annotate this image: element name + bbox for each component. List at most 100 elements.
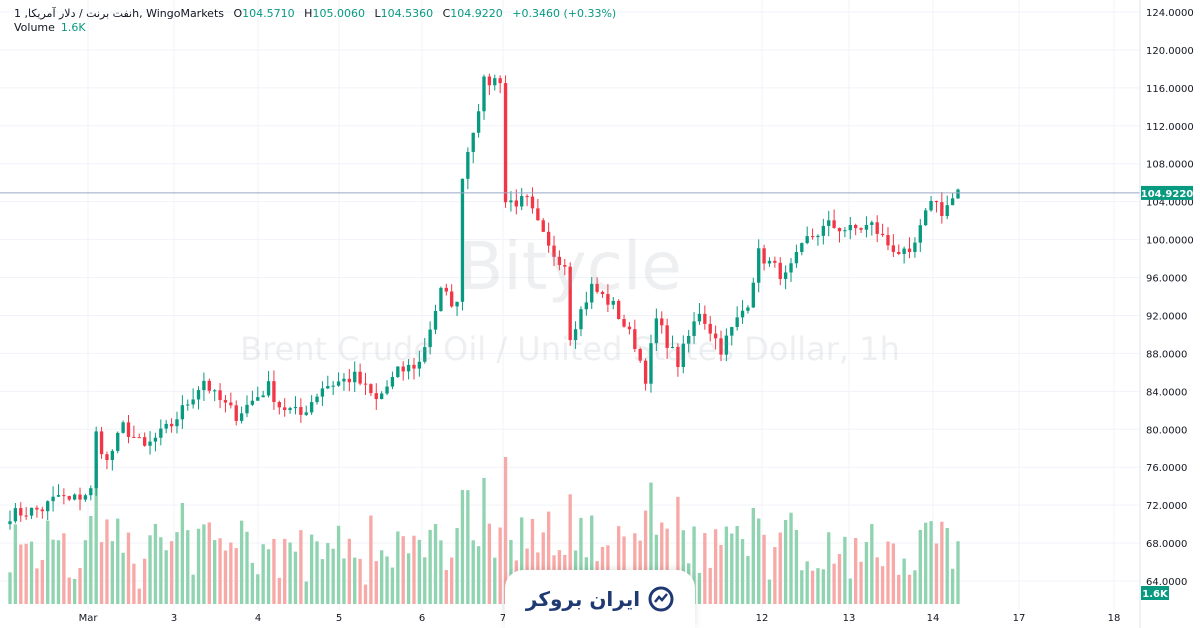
volume-bar: [757, 518, 761, 604]
volume-bar: [805, 561, 809, 604]
volume-bar: [697, 572, 702, 604]
volume-bar: [751, 507, 755, 604]
candle-body: [132, 436, 136, 438]
candle-body: [595, 283, 599, 292]
volume-value: 1.6K: [60, 21, 86, 34]
candle-body: [778, 262, 782, 279]
volume-bar: [816, 568, 820, 604]
candle-body: [832, 220, 836, 228]
candle-body: [525, 196, 529, 198]
volume-bar: [450, 557, 454, 604]
volume-bar: [29, 541, 34, 604]
price-axis[interactable]: 124.0000 120.0000 116.0000 112.0000 108.0000…: [1146, 8, 1194, 588]
volume-bar: [428, 529, 432, 604]
candle-body: [493, 78, 497, 86]
candle-body: [676, 346, 680, 368]
candle-body: [40, 509, 44, 512]
volume-bar: [654, 534, 659, 604]
volume-bar: [940, 521, 944, 604]
candle-body: [509, 200, 513, 203]
price-tick-label: 124.0000: [1146, 8, 1194, 19]
candle-body: [514, 200, 518, 207]
candle-body: [816, 235, 820, 238]
candle-body: [444, 287, 448, 292]
candle-body: [358, 371, 362, 384]
volume-bar: [740, 539, 745, 604]
symbol-title[interactable]: نفت برنت / دلار آمریکا, 1h, WingoMarkets: [14, 7, 224, 20]
volume-bar: [169, 541, 174, 604]
price-tick-label: 80.0000: [1146, 425, 1187, 436]
volume-bar: [870, 524, 874, 604]
time-tick-label: 5: [336, 613, 342, 624]
candle-body: [363, 383, 368, 385]
volume-bars: [8, 456, 960, 604]
candle-body: [697, 313, 702, 322]
volume-label: Volume: [14, 21, 55, 34]
candle-body: [24, 515, 28, 517]
volume-bar: [207, 522, 211, 604]
volume-bar: [482, 477, 486, 604]
candle-body: [487, 76, 492, 86]
volume-bar: [191, 574, 195, 604]
high-label: H: [304, 7, 313, 20]
candle-body: [864, 224, 869, 230]
volume-bar: [676, 496, 680, 604]
volume-bar: [229, 542, 233, 604]
volume-bar: [821, 569, 826, 604]
volume-bar: [853, 538, 858, 604]
volume-bar: [471, 540, 475, 604]
volume-bar: [633, 533, 637, 604]
volume-bar: [202, 524, 206, 604]
candle-body: [773, 260, 777, 263]
volume-bar: [304, 581, 308, 604]
candle-body: [29, 507, 34, 516]
candle-body: [956, 189, 960, 199]
volume-bar: [293, 551, 298, 604]
volume-bar: [213, 540, 217, 604]
candle-body: [304, 412, 308, 415]
candle-body: [665, 325, 669, 348]
volume-bar: [132, 563, 136, 604]
volume-bar: [379, 550, 384, 604]
price-tick-label: 120.0000: [1146, 46, 1194, 57]
volume-bar: [51, 539, 55, 604]
time-axis[interactable]: Mar 3 4 5 6 7 12 13 14 17 18: [79, 613, 1121, 624]
candle-body: [546, 231, 551, 246]
watermark-symbol: Brent Crude Oil / United States Dollar, …: [240, 330, 900, 368]
candle-body: [428, 329, 432, 348]
volume-bar: [331, 548, 335, 604]
price-tick-label: 68.0000: [1146, 539, 1187, 550]
volume-bar: [266, 549, 271, 604]
volume-bar: [880, 566, 885, 604]
price-tick-label: 64.0000: [1146, 577, 1187, 588]
candle-body: [13, 508, 18, 522]
candle-body: [169, 423, 174, 427]
volume-bar: [250, 562, 255, 604]
price-tick-label: 104.0000: [1146, 198, 1194, 209]
volume-legend[interactable]: Volume 1.6K: [14, 21, 86, 34]
candle-body: [541, 220, 545, 232]
candle-body: [175, 419, 179, 427]
candle-body: [256, 397, 260, 401]
candle-body: [950, 198, 955, 206]
volume-bar: [342, 558, 346, 604]
candle-body: [423, 347, 427, 362]
candle-body: [600, 291, 605, 295]
candle-body: [450, 291, 454, 307]
volume-bar: [164, 550, 168, 604]
volume-bar: [272, 538, 276, 604]
volume-bar: [309, 534, 314, 604]
candle-body: [396, 366, 400, 377]
candle-body: [51, 496, 55, 502]
candle-body: [234, 405, 238, 421]
candle-body: [390, 376, 395, 387]
candle-body: [616, 300, 621, 320]
candle-body: [681, 343, 685, 368]
time-tick-label: 6: [419, 613, 425, 624]
ohlc-legend[interactable]: نفت برنت / دلار آمریکا, 1h, WingoMarkets…: [14, 7, 616, 21]
volume-bar: [945, 527, 949, 604]
candle-body: [670, 346, 675, 348]
candle-body: [746, 307, 750, 311]
volume-bar: [616, 526, 621, 604]
